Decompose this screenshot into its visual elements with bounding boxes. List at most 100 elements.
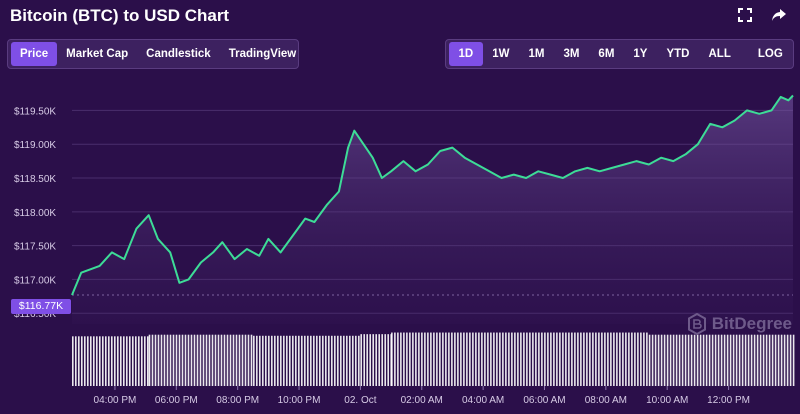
volume-bar: [202, 334, 205, 386]
volume-bar: [199, 334, 202, 386]
volume-bar: [211, 334, 214, 386]
volume-bar: [762, 334, 765, 386]
tab-candlestick[interactable]: Candlestick: [146, 48, 211, 60]
range-tab-1w[interactable]: 1W: [492, 48, 510, 60]
volume-bar: [349, 335, 351, 386]
volume-bar: [517, 332, 519, 386]
volume-bar: [693, 334, 696, 386]
volume-bar: [384, 334, 386, 386]
volume-bar: [547, 332, 549, 386]
volume-bar: [427, 332, 429, 386]
volume-bar: [78, 336, 80, 386]
volume-bar: [295, 335, 297, 386]
volume-bar: [583, 332, 585, 386]
share-icon[interactable]: [770, 6, 788, 24]
volume-bar: [565, 332, 567, 386]
y-tick-label: $119.00K: [14, 140, 56, 151]
volume-bar: [502, 332, 504, 386]
y-tick-label: $117.50K: [14, 242, 56, 253]
volume-bar: [319, 335, 321, 386]
volume-bar: [436, 332, 438, 386]
volume-bar: [520, 332, 522, 386]
x-tick-label: 04:00 PM: [94, 395, 137, 406]
volume-bar: [394, 332, 396, 386]
volume-bar: [126, 336, 128, 386]
volume-bar: [217, 334, 220, 386]
volume-bar: [735, 334, 738, 386]
volume-bar: [205, 334, 208, 386]
volume-bar: [400, 332, 402, 386]
volume-bar: [84, 336, 86, 386]
volume-bar: [475, 332, 477, 386]
range-tab-1d[interactable]: 1D: [449, 42, 483, 66]
fullscreen-icon[interactable]: [736, 6, 754, 24]
volume-bar: [223, 334, 226, 386]
volume-bar: [472, 332, 474, 386]
volume-bar: [598, 332, 600, 386]
volume-bar: [196, 334, 199, 386]
volume-bar: [166, 334, 169, 386]
tab-tradingview[interactable]: TradingView: [228, 48, 297, 60]
volume-bar: [138, 336, 140, 386]
volume-bar: [108, 336, 110, 386]
range-tab-6m[interactable]: 6M: [598, 48, 615, 60]
volume-bar: [99, 336, 101, 386]
volume-bar: [640, 332, 642, 386]
volume-bar: [643, 332, 645, 386]
volume-bar: [181, 334, 184, 386]
volume-bar: [744, 334, 747, 386]
tab-price[interactable]: Price: [11, 42, 58, 66]
volume-bar: [375, 334, 377, 386]
volume-bar: [451, 332, 453, 386]
price-line-group: [71, 94, 794, 296]
volume-bar: [172, 334, 175, 386]
volume-bar: [72, 336, 74, 386]
range-tab-all[interactable]: ALL: [708, 48, 731, 60]
volume-bar: [631, 332, 633, 386]
volume-bar: [144, 336, 146, 386]
volume-bar: [702, 334, 705, 386]
volume-bar: [780, 334, 783, 386]
x-tick-label: 10:00 AM: [646, 395, 688, 406]
range-tab-3m[interactable]: 3M: [563, 48, 580, 60]
x-tick-label: 08:00 AM: [585, 395, 627, 406]
volume-bar: [714, 334, 717, 386]
volume-bar: [397, 332, 399, 386]
range-tab-1m[interactable]: 1M: [528, 48, 545, 60]
volume-bar: [657, 334, 660, 386]
price-area: [72, 95, 793, 324]
volume-bar: [129, 336, 131, 386]
volume-bar: [595, 332, 597, 386]
volume-bar: [747, 334, 750, 386]
volume-bar: [322, 335, 324, 386]
watermark-logo: BitDegree: [687, 313, 792, 335]
volume-bar: [753, 334, 756, 386]
volume-bar: [372, 334, 374, 386]
volume-bar: [768, 334, 771, 386]
volume-bar: [529, 332, 531, 386]
volume-bar: [726, 334, 729, 386]
volume-bar: [699, 334, 702, 386]
volume-bar: [448, 332, 450, 386]
volume-bar: [526, 332, 528, 386]
volume-bar: [193, 334, 196, 386]
tab-market-cap[interactable]: Market Cap: [66, 48, 129, 60]
range-tab-ytd[interactable]: YTD: [666, 48, 690, 60]
volume-bar: [277, 335, 279, 386]
log-scale-toggle[interactable]: LOG: [757, 48, 783, 60]
volume-bar: [750, 334, 753, 386]
range-tab-1y[interactable]: 1Y: [633, 48, 648, 60]
volume-bar: [610, 332, 612, 386]
x-tick-label: 12:00 PM: [707, 395, 750, 406]
volume-bar: [328, 335, 330, 386]
volume-bar: [360, 334, 362, 386]
volume-bar: [651, 334, 654, 386]
volume-bar: [607, 332, 609, 386]
volume-bar: [601, 332, 603, 386]
volume-bar: [684, 334, 687, 386]
price-chart[interactable]: $119.50K $119.00K $118.50K $118.00K $117.50K…: [0, 80, 800, 414]
page-title: Bitcoin (BTC) to USD Chart: [10, 6, 230, 25]
volume-bar: [334, 335, 336, 386]
volume-bar: [346, 335, 348, 386]
volume-bar: [415, 332, 417, 386]
